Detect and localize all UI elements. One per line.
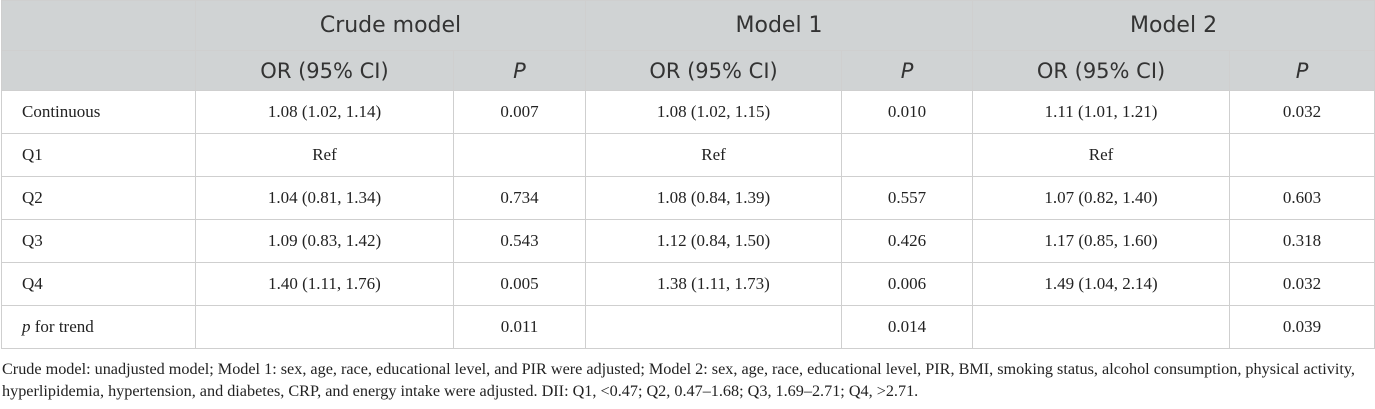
cell-model1-or: 1.08 (0.84, 1.39) xyxy=(585,176,843,220)
cell-model2-or: 1.49 (1.04, 2.14) xyxy=(972,262,1231,306)
header-corner-cell xyxy=(1,50,196,91)
cell-model2-p: 0.032 xyxy=(1229,90,1375,134)
header-group-crude: Crude model xyxy=(194,0,587,51)
cell-model1-p xyxy=(841,133,974,177)
table-row: Q1 Ref Ref Ref xyxy=(1,133,1375,177)
cell-model1-p: 0.010 xyxy=(841,90,974,134)
cell-crude-or: 1.09 (0.83, 1.42) xyxy=(195,219,454,263)
header-group-model2: Model 2 xyxy=(972,0,1375,51)
header-row-groups: Crude model Model 1 Model 2 xyxy=(1,0,1375,51)
header-p-value: P xyxy=(452,50,587,91)
row-label: Q3 xyxy=(1,219,196,263)
cell-model1-or: 1.12 (0.84, 1.50) xyxy=(585,219,843,263)
cell-model1-p: 0.006 xyxy=(841,262,974,306)
results-table: Crude model Model 1 Model 2 OR (95% CI) … xyxy=(1,0,1375,349)
row-label: Q4 xyxy=(1,262,196,306)
cell-model1-p: 0.426 xyxy=(841,219,974,263)
header-p-value: P xyxy=(841,50,974,91)
cell-model1-or: 1.38 (1.11, 1.73) xyxy=(585,262,843,306)
cell-model2-p: 0.318 xyxy=(1229,219,1375,263)
cell-model2-p: 0.032 xyxy=(1229,262,1375,306)
table-footnote: Crude model: unadjusted model; Model 1: … xyxy=(2,360,1355,400)
table-row: Continuous 1.08 (1.02, 1.14) 0.007 1.08 … xyxy=(1,90,1375,134)
table-header: Crude model Model 1 Model 2 OR (95% CI) … xyxy=(1,0,1375,91)
results-table-figure: Crude model Model 1 Model 2 OR (95% CI) … xyxy=(1,0,1375,400)
cell-model1-or xyxy=(585,305,843,349)
cell-model2-or: Ref xyxy=(972,133,1231,177)
header-or-ci: OR (95% CI) xyxy=(585,50,843,91)
cell-model1-p: 0.557 xyxy=(841,176,974,220)
cell-crude-or: 1.08 (1.02, 1.14) xyxy=(195,90,454,134)
cell-model2-or: 1.11 (1.01, 1.21) xyxy=(972,90,1231,134)
row-label: Q2 xyxy=(1,176,196,220)
row-label: Continuous xyxy=(1,90,196,134)
cell-crude-p: 0.543 xyxy=(452,219,587,263)
table-row: Q3 1.09 (0.83, 1.42) 0.543 1.12 (0.84, 1… xyxy=(1,219,1375,263)
cell-model2-p: 0.039 xyxy=(1229,305,1375,349)
cell-crude-or: 1.40 (1.11, 1.76) xyxy=(195,262,454,306)
header-row-subcolumns: OR (95% CI) P OR (95% CI) P OR (95% CI) … xyxy=(1,50,1375,91)
row-label: Q1 xyxy=(1,133,196,177)
table-row: Q4 1.40 (1.11, 1.76) 0.005 1.38 (1.11, 1… xyxy=(1,262,1375,306)
table-row: p for trend 0.011 0.014 0.039 xyxy=(1,305,1375,349)
cell-model2-or: 1.17 (0.85, 1.60) xyxy=(972,219,1231,263)
header-group-model1: Model 1 xyxy=(585,0,974,51)
header-corner-cell xyxy=(1,0,196,51)
table-body: Continuous 1.08 (1.02, 1.14) 0.007 1.08 … xyxy=(1,90,1375,349)
cell-model1-or: Ref xyxy=(585,133,843,177)
cell-model2-p xyxy=(1229,133,1375,177)
cell-crude-p: 0.005 xyxy=(452,262,587,306)
cell-crude-p: 0.734 xyxy=(452,176,587,220)
cell-crude-p: 0.007 xyxy=(452,90,587,134)
cell-crude-or: Ref xyxy=(195,133,454,177)
header-or-ci: OR (95% CI) xyxy=(972,50,1231,91)
row-label: p for trend xyxy=(1,305,196,349)
cell-model1-or: 1.08 (1.02, 1.15) xyxy=(585,90,843,134)
cell-crude-or xyxy=(195,305,454,349)
header-or-ci: OR (95% CI) xyxy=(195,50,454,91)
cell-model2-or: 1.07 (0.82, 1.40) xyxy=(972,176,1231,220)
cell-crude-p xyxy=(452,133,587,177)
table-row: Q2 1.04 (0.81, 1.34) 0.734 1.08 (0.84, 1… xyxy=(1,176,1375,220)
cell-model2-p: 0.603 xyxy=(1229,176,1375,220)
cell-model1-p: 0.014 xyxy=(841,305,974,349)
header-p-value: P xyxy=(1229,50,1375,91)
cell-model2-or xyxy=(972,305,1231,349)
cell-crude-p: 0.011 xyxy=(452,305,587,349)
cell-crude-or: 1.04 (0.81, 1.34) xyxy=(195,176,454,220)
